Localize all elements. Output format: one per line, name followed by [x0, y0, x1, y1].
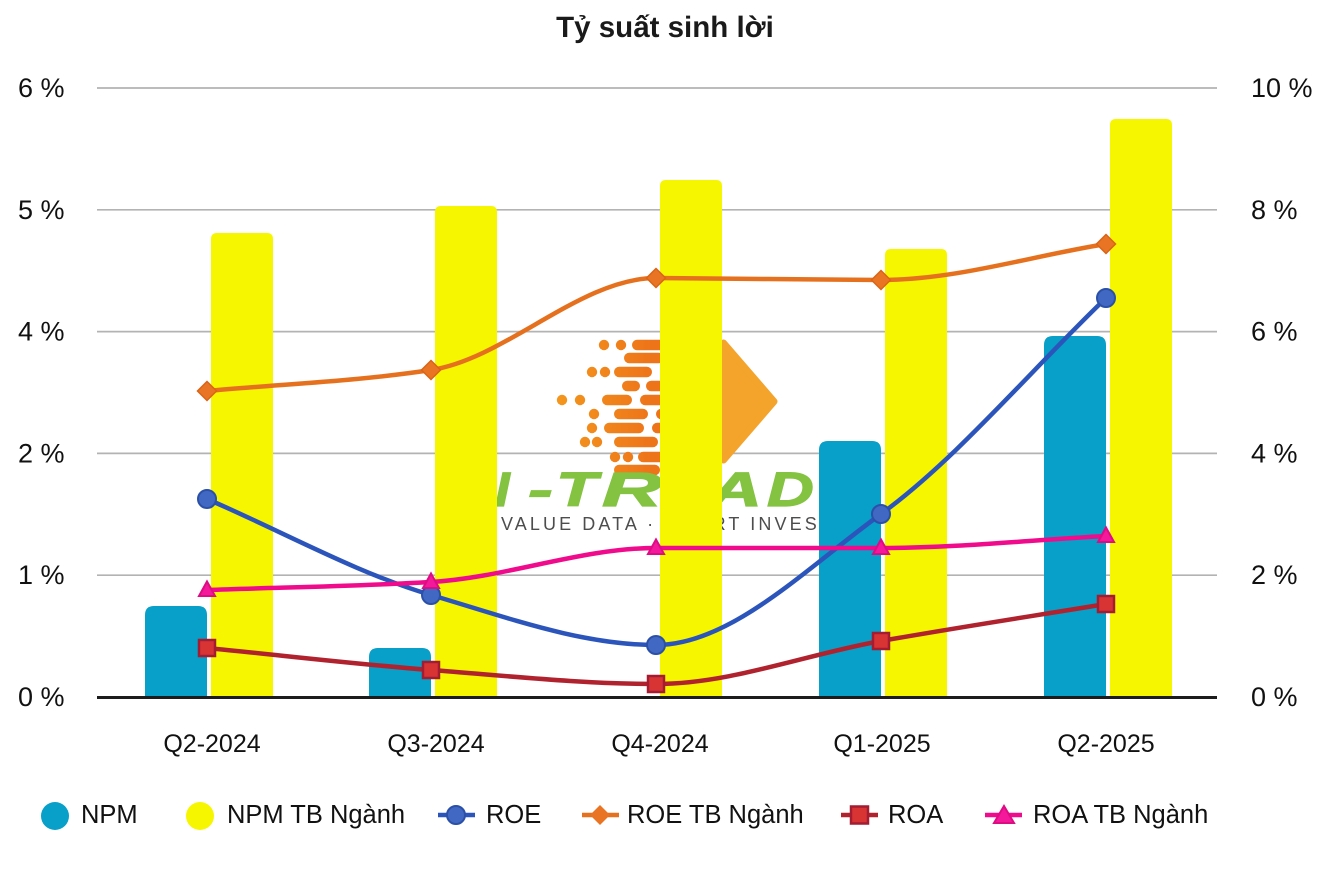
- svg-text:ROA TB Ngành: ROA TB Ngành: [1033, 801, 1208, 829]
- svg-text:T: T: [556, 463, 602, 516]
- svg-text:10 %: 10 %: [1251, 73, 1313, 103]
- svg-text:Q2-2024: Q2-2024: [163, 730, 260, 758]
- svg-text:1 %: 1 %: [18, 560, 65, 590]
- svg-text:Tỷ suất sinh lời: Tỷ suất sinh lời: [556, 11, 774, 44]
- svg-text:2 %: 2 %: [1251, 560, 1298, 590]
- svg-text:6 %: 6 %: [18, 73, 65, 103]
- svg-text:NPM TB Ngành: NPM TB Ngành: [227, 801, 405, 829]
- svg-text:4 %: 4 %: [18, 317, 65, 347]
- svg-text:I: I: [495, 462, 511, 516]
- svg-text:Q1-2025: Q1-2025: [833, 730, 930, 758]
- svg-text:NPM: NPM: [81, 801, 138, 829]
- svg-text:8 %: 8 %: [1251, 195, 1298, 225]
- svg-text:5 %: 5 %: [18, 195, 65, 225]
- svg-text:ROE TB Ngành: ROE TB Ngành: [627, 801, 804, 829]
- svg-text:Q3-2024: Q3-2024: [387, 730, 484, 758]
- svg-text:ROA: ROA: [888, 801, 943, 829]
- svg-text:D: D: [767, 463, 814, 517]
- svg-text:2 %: 2 %: [18, 438, 65, 468]
- svg-text:Q4-2024: Q4-2024: [611, 730, 708, 758]
- svg-text:R: R: [602, 463, 662, 516]
- svg-text:4 %: 4 %: [1251, 438, 1298, 468]
- svg-text:0 %: 0 %: [18, 682, 65, 712]
- svg-text:Q2-2025: Q2-2025: [1057, 730, 1154, 758]
- svg-text:-: -: [528, 463, 553, 517]
- svg-text:ROE: ROE: [486, 801, 541, 829]
- svg-text:0 %: 0 %: [1251, 682, 1298, 712]
- svg-text:6 %: 6 %: [1251, 317, 1298, 347]
